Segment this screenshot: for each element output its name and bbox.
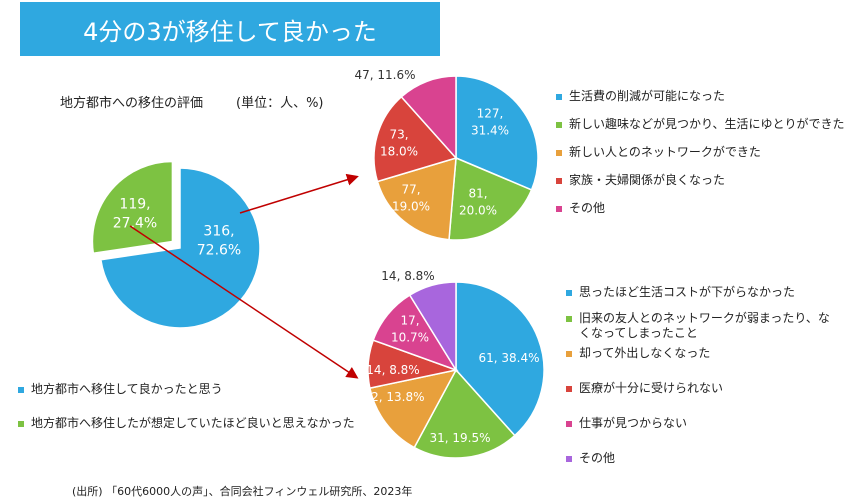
legend-label: 却って外出しなくなった <box>579 346 711 360</box>
pie-slice <box>413 368 516 459</box>
legend-item: 仕事が見つからない <box>566 416 836 431</box>
data-label: 14, 8.8% <box>366 363 419 377</box>
legend-label: 新しい人とのネットワークができた <box>569 145 761 159</box>
unit-note: (単位：人、%) <box>236 96 324 111</box>
data-label: 316, 72.6% <box>197 223 241 258</box>
legend-item: 却って外出しなくなった <box>566 346 836 361</box>
legend-swatch <box>556 94 562 100</box>
legend-swatch <box>566 316 572 322</box>
legend-item: 家族・夫婦関係が良くなった <box>556 173 845 188</box>
data-label: 73, 18.0% <box>380 128 418 159</box>
legend-label: 家族・夫婦関係が良くなった <box>569 173 726 187</box>
bad-reasons-legend: 思ったほど生活コストが下がらなかった 旧来の友人とのネットワークが弱まったり、な… <box>566 285 836 466</box>
legend-swatch <box>566 421 572 427</box>
legend-swatch <box>18 387 24 393</box>
legend-swatch <box>556 206 562 212</box>
data-label: 22, 13.8% <box>363 390 424 404</box>
data-label: 77, 19.0% <box>392 183 430 214</box>
good-reasons-legend: 生活費の削減が可能になった 新しい趣味などが見つかり、生活にゆとりができた 新し… <box>556 89 845 216</box>
legend-item: 旧来の友人とのネットワークが弱まったり、なくなってしまったこと <box>566 311 836 341</box>
pie-slice <box>455 75 539 191</box>
legend-swatch <box>18 421 24 427</box>
legend-label: 地方都市へ移住したが想定していたほど良いと思えなかった <box>31 416 355 430</box>
legend-label: その他 <box>569 201 606 215</box>
legend-label: 仕事が見つからない <box>579 416 688 430</box>
legend-item: その他 <box>566 451 836 466</box>
arrow-to-good-reasons <box>239 173 359 214</box>
legend-label: 医療が十分に受けられない <box>579 381 724 395</box>
arrow-to-bad-reasons <box>129 225 359 379</box>
legend-label: 思ったほど生活コストが下がらなかった <box>579 285 796 299</box>
legend-label: 新しい趣味などが見つかり、生活にゆとりができた <box>569 117 845 131</box>
pie-slice <box>408 281 457 373</box>
title-banner: 4分の3が移住して良かった <box>20 2 440 56</box>
data-label: 61, 38.4% <box>478 351 539 365</box>
legend-item: 地方都市へ移住したが想定していたほど良いと思えなかった <box>18 416 355 431</box>
pie-slice <box>373 95 458 183</box>
legend-label: その他 <box>579 451 616 465</box>
legend-item: 新しい人とのネットワークができた <box>556 145 845 160</box>
legend-swatch <box>566 456 572 462</box>
pie-slice <box>376 156 457 241</box>
source-note: (出所) 「60代6000人の声」、合同会社フィンウェル研究所、2023年 <box>72 485 413 498</box>
legend-swatch <box>556 150 562 156</box>
pie-slice <box>448 156 533 241</box>
legend-item: 思ったほど生活コストが下がらなかった <box>566 285 836 300</box>
legend-swatch <box>556 178 562 184</box>
legend-label: 地方都市へ移住して良かったと思う <box>31 382 223 396</box>
legend-label: 旧来の友人とのネットワークが弱まったり、なくなってしまったこと <box>579 311 830 340</box>
legend-swatch <box>556 122 562 128</box>
legend-swatch <box>566 351 572 357</box>
pie-slice <box>368 368 458 449</box>
data-label: 127, 31.4% <box>471 107 509 138</box>
bad-reasons-pie: 61, 38.4% 31, 19.5% 22, 13.8% 14, 8.8% 17, 10… <box>363 269 545 459</box>
legend-item: その他 <box>556 201 845 216</box>
legend-item: 医療が十分に受けられない <box>566 381 836 396</box>
data-label: 17, 10.7% <box>391 314 429 345</box>
data-label: 31, 19.5% <box>429 431 490 445</box>
legend-label: 生活費の削減が可能になった <box>569 89 726 103</box>
legend-item: 新しい趣味などが見つかり、生活にゆとりができた <box>556 117 845 132</box>
main-pie: 316, 72.6% 119, 27.4% <box>91 160 261 329</box>
data-label: 81, 20.0% <box>459 187 497 218</box>
data-label: 14, 8.8% <box>381 269 434 283</box>
legend-item: 生活費の削減が可能になった <box>556 89 845 104</box>
legend-item: 地方都市へ移住して良かったと思う <box>18 382 355 397</box>
legend-swatch <box>566 386 572 392</box>
legend-swatch <box>566 290 572 296</box>
data-label: 47, 11.6% <box>354 68 415 82</box>
pie-slice <box>400 75 457 160</box>
page-title: 4分の3が移住して良かった <box>83 17 377 46</box>
good-reasons-pie: 127, 31.4% 81, 20.0% 77, 19.0% 73, 18.0% 47, 11.… <box>354 68 539 241</box>
pie-slice <box>455 281 545 437</box>
main-legend: 地方都市へ移住して良かったと思う 地方都市へ移住したが想定していたほど良いと思え… <box>18 382 355 431</box>
data-label: 119, 27.4% <box>113 196 157 231</box>
chart-subtitle: 地方都市への移住の評価 <box>60 96 204 111</box>
pie-slice <box>91 160 174 255</box>
